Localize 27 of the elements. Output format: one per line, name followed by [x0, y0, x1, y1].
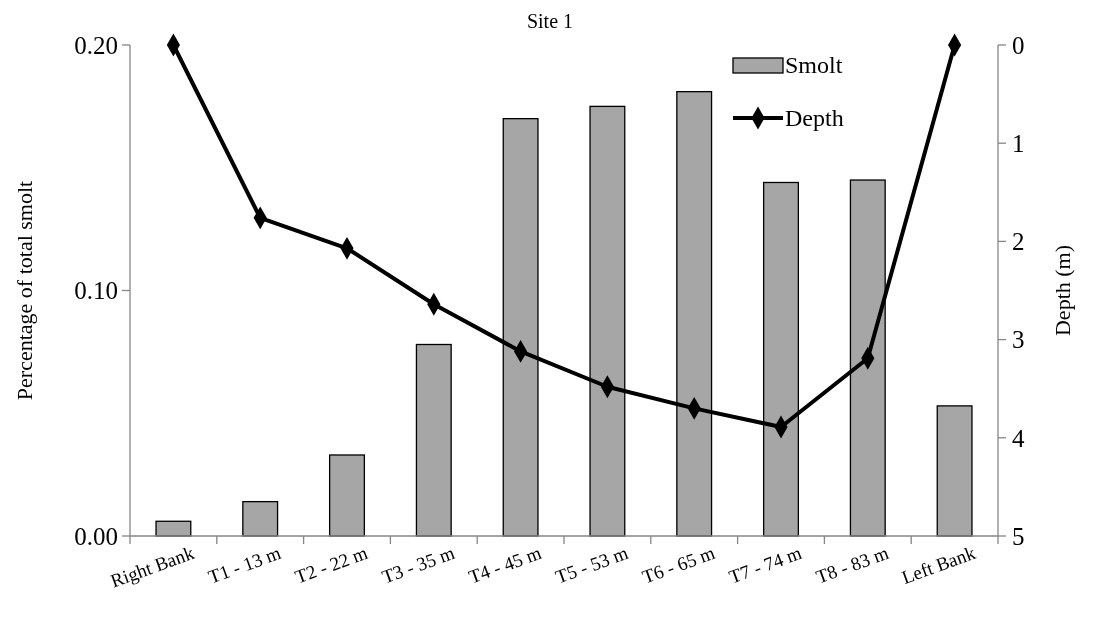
- legend-label: Depth: [785, 105, 844, 132]
- bar: [242, 500, 279, 537]
- x-tick-label: T5 - 53 m: [552, 541, 631, 588]
- chart-title: Site 1: [526, 10, 574, 32]
- y-tick-label: 0.10: [74, 277, 118, 305]
- y-axis-title: Percentage of total smolt: [12, 180, 37, 401]
- x-tick-label: T8 - 83 m: [813, 541, 892, 588]
- bar: [415, 343, 452, 537]
- y2-axis-title: Depth (m): [1050, 244, 1075, 337]
- y2-tick-label: 1: [1012, 129, 1025, 157]
- y-tick-label: 0.00: [74, 522, 118, 550]
- x-tick-label: T7 - 74 m: [726, 541, 805, 588]
- x-tick-label: T1 - 13 m: [205, 541, 284, 588]
- y2-tick-label: 3: [1012, 326, 1025, 354]
- y2-tick-label: 4: [1012, 424, 1025, 452]
- legend-label: Smolt: [785, 52, 843, 79]
- y2-tick-label: 5: [1012, 522, 1025, 550]
- x-tick-label: T3 - 35 m: [379, 541, 458, 588]
- bar: [328, 454, 366, 537]
- y2-tick-label: 2: [1012, 228, 1025, 256]
- y-tick-label: 0.20: [74, 31, 118, 59]
- x-tick-label: T2 - 22 m: [292, 541, 371, 588]
- x-tick-label: T4 - 45 m: [465, 541, 545, 588]
- x-tick-label: T6 - 65 m: [639, 541, 718, 588]
- bar: [936, 405, 973, 537]
- y2-tick-label: 0: [1012, 31, 1025, 59]
- x-tick-label: Left Bank: [898, 541, 979, 588]
